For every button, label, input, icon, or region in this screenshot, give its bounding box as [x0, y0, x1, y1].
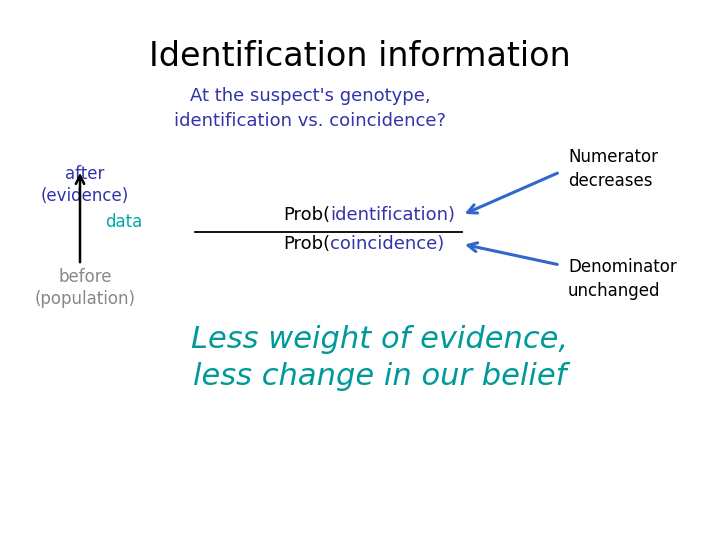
Text: data: data [105, 213, 143, 231]
Text: Denominator
unchanged: Denominator unchanged [568, 258, 677, 300]
Text: Less weight of evidence,
less change in our belief: Less weight of evidence, less change in … [192, 325, 569, 391]
Text: Identification information: Identification information [149, 40, 571, 73]
Text: identification): identification) [330, 206, 455, 224]
Text: At the suspect's genotype,
identification vs. coincidence?: At the suspect's genotype, identificatio… [174, 87, 446, 130]
Text: after
(evidence): after (evidence) [41, 165, 129, 205]
Text: Prob(: Prob( [283, 235, 330, 253]
Text: Numerator
decreases: Numerator decreases [568, 148, 658, 190]
Text: coincidence): coincidence) [330, 235, 444, 253]
Text: Prob(: Prob( [283, 206, 330, 224]
Text: before
(population): before (population) [35, 268, 135, 308]
